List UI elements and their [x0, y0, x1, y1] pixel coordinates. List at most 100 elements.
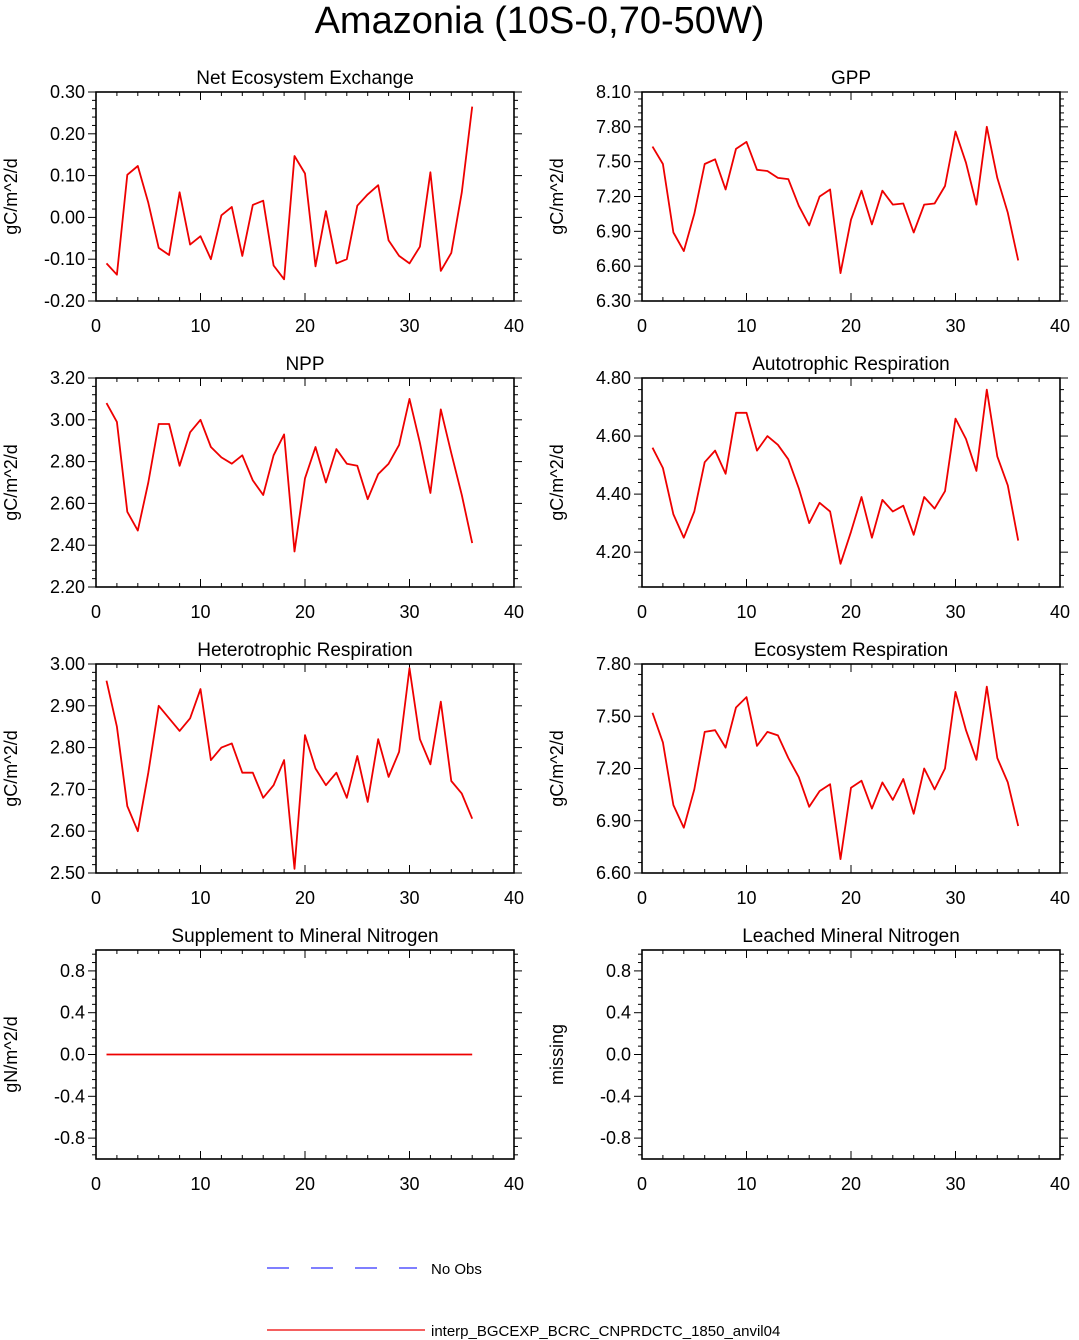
panel-title: Supplement to Mineral Nitrogen [171, 926, 438, 947]
y-tick-label: 0.0 [606, 1045, 631, 1065]
series-line [651, 388, 1020, 565]
plot-frame [641, 377, 1061, 588]
y-tick-label: 3.00 [50, 654, 85, 674]
figure-title: Amazonia (10S-0,70-50W) [314, 0, 765, 42]
y-tick-label: 4.40 [596, 484, 631, 504]
x-tick-label: 40 [504, 316, 524, 336]
y-axis-label: gC/m^2/d [1, 444, 21, 520]
y-tick-label: 8.10 [596, 82, 631, 102]
x-tick-label: 0 [637, 602, 647, 622]
y-tick-label: 4.20 [596, 542, 631, 562]
legend-label-no-obs: No Obs [431, 1261, 482, 1278]
y-tick-label: 7.20 [596, 187, 631, 207]
x-tick-label: 20 [295, 316, 315, 336]
series-line [105, 667, 474, 870]
y-tick-label: 7.50 [596, 706, 631, 726]
y-tick-label: 4.60 [596, 426, 631, 446]
x-tick-label: 30 [399, 1174, 419, 1194]
x-tick-label: 40 [504, 1174, 524, 1194]
x-tick-label: 30 [945, 602, 965, 622]
series-line [651, 685, 1020, 860]
x-tick-label: 0 [91, 1174, 101, 1194]
y-tick-label: 2.70 [50, 779, 85, 799]
y-tick-label: 7.20 [596, 759, 631, 779]
chart-panel-7: Supplement to Mineral Nitrogen gN/m^2/d 0 1… [1, 926, 524, 1194]
y-tick-label: -0.10 [44, 249, 85, 269]
chart-panel-4: Autotrophic Respiration gC/m^2/d 0 10 20 30 40… [547, 354, 1070, 622]
x-tick-label: 30 [945, 888, 965, 908]
y-tick-label: 2.60 [50, 493, 85, 513]
y-tick-label: 6.90 [596, 221, 631, 241]
series-line [105, 397, 474, 553]
y-axis-label: gC/m^2/d [547, 158, 567, 234]
y-tick-label: 0.0 [60, 1045, 85, 1065]
y-tick-label: 7.80 [596, 117, 631, 137]
y-tick-label: -0.4 [54, 1086, 85, 1106]
x-tick-label: 20 [295, 602, 315, 622]
x-tick-label: 40 [1050, 1174, 1070, 1194]
x-tick-label: 30 [945, 316, 965, 336]
x-tick-label: 20 [841, 602, 861, 622]
y-tick-label: 0.4 [606, 1003, 631, 1023]
x-tick-label: 10 [736, 602, 756, 622]
y-tick-label: 7.80 [596, 654, 631, 674]
y-tick-label: 6.60 [596, 863, 631, 883]
y-tick-label: 0.10 [50, 166, 85, 186]
plot-frame [641, 91, 1061, 302]
y-tick-label: 2.80 [50, 738, 85, 758]
y-axis-label: gC/m^2/d [1, 158, 21, 234]
x-tick-label: 30 [399, 888, 419, 908]
y-tick-label: 2.90 [50, 696, 85, 716]
chart-panel-3: NPP gC/m^2/d 0 10 20 30 40 2.20 2.40 2.60 2.80 3.00… [1, 354, 524, 622]
x-tick-label: 0 [637, 316, 647, 336]
x-tick-label: 20 [841, 888, 861, 908]
y-tick-label: 6.30 [596, 291, 631, 311]
x-tick-label: 10 [190, 316, 210, 336]
x-tick-label: 40 [1050, 888, 1070, 908]
series-line [105, 106, 474, 281]
panel-title: Ecosystem Respiration [754, 640, 948, 661]
x-tick-label: 40 [504, 602, 524, 622]
x-tick-label: 10 [736, 1174, 756, 1194]
y-tick-label: 3.20 [50, 368, 85, 388]
panel-title: Autotrophic Respiration [752, 354, 950, 375]
chart-panel-6: Ecosystem Respiration gC/m^2/d 0 10 20 30 40 6.… [547, 640, 1070, 908]
x-tick-label: 0 [91, 602, 101, 622]
plot-frame [641, 949, 1061, 1160]
y-tick-label: -0.8 [54, 1128, 85, 1148]
y-axis-label: gC/m^2/d [547, 730, 567, 806]
x-tick-label: 10 [736, 316, 756, 336]
chart-panel-8: Leached Mineral Nitrogen missing 0 10 20 30 40… [547, 926, 1070, 1194]
x-tick-label: 0 [637, 888, 647, 908]
y-tick-label: -0.8 [600, 1128, 631, 1148]
x-tick-label: 40 [1050, 316, 1070, 336]
y-tick-label: 6.60 [596, 256, 631, 276]
x-tick-label: 20 [841, 316, 861, 336]
y-axis-label: missing [547, 1024, 567, 1085]
y-tick-label: 0.00 [50, 207, 85, 227]
y-tick-label: 2.40 [50, 535, 85, 555]
x-tick-label: 30 [399, 316, 419, 336]
y-tick-label: 3.00 [50, 410, 85, 430]
y-tick-label: 2.60 [50, 821, 85, 841]
x-tick-label: 40 [504, 888, 524, 908]
chart-panel-5: Heterotrophic Respiration gC/m^2/d 0 10 20 30… [1, 640, 524, 908]
chart-panel-1: Net Ecosystem Exchange gC/m^2/d 0 10 20 30 40 -… [1, 68, 524, 336]
y-tick-label: -0.4 [600, 1086, 631, 1106]
y-tick-label: 7.50 [596, 152, 631, 172]
x-tick-label: 0 [91, 316, 101, 336]
legend: No Obs interp_BGCEXP_BCRC_CNPRDCTC_1850_a… [267, 1261, 780, 1340]
x-tick-label: 20 [295, 888, 315, 908]
y-tick-label: 4.80 [596, 368, 631, 388]
panel-title: Heterotrophic Respiration [197, 640, 412, 661]
y-tick-label: 0.8 [60, 961, 85, 981]
x-tick-label: 10 [190, 1174, 210, 1194]
x-tick-label: 40 [1050, 602, 1070, 622]
y-tick-label: 2.20 [50, 577, 85, 597]
y-tick-label: 0.4 [60, 1003, 85, 1023]
panel-title: GPP [831, 68, 871, 89]
y-tick-label: 2.80 [50, 452, 85, 472]
panel-title: NPP [285, 354, 324, 375]
